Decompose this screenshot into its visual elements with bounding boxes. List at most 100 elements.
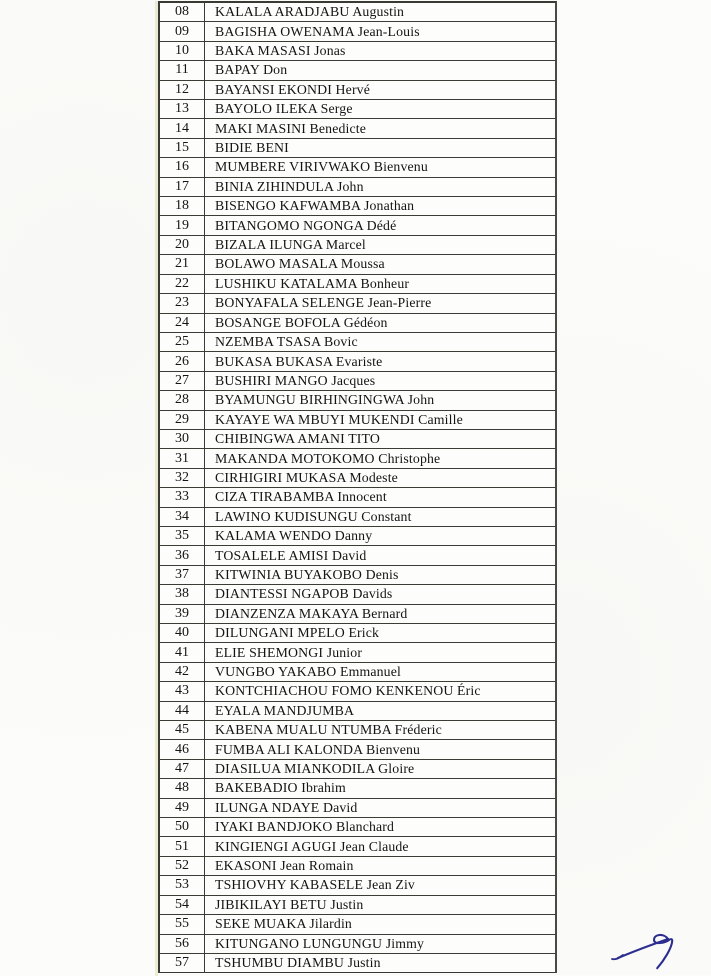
row-number: 16 <box>160 158 205 177</box>
table-row: 16 MUMBERE VIRIVWAKO Bienvenu <box>160 158 555 178</box>
row-name: BITANGOMO NGONGA Dédé <box>215 217 397 233</box>
row-name: KALALA ARADJABU Augustin <box>215 4 405 20</box>
row-number: 54 <box>160 895 205 915</box>
row-name: BAYOLO ILEKA Serge <box>215 101 353 117</box>
table-row: 13 BAYOLO ILEKA Serge <box>160 100 555 120</box>
table-row: 41 ELIE SHEMONGI Junior <box>160 643 555 663</box>
table-row: 43 KONTCHIACHOU FOMO KENKENOU Éric <box>160 682 555 702</box>
signature-loop-tail-stroke <box>652 933 674 970</box>
row-name: BYAMUNGU BIRHINGINGWA John <box>215 392 435 408</box>
row-number: 40 <box>160 624 205 643</box>
table-row: 14 MAKI MASINI Benedicte <box>160 119 555 139</box>
row-number: 25 <box>160 332 205 352</box>
row-name: DILUNGANI MPELO Erick <box>215 625 380 641</box>
table-row: 45 KABENA MUALU NTUMBA Fréderic <box>160 721 555 741</box>
row-name: JIBIKILAYI BETU Justin <box>215 896 364 912</box>
row-number: 29 <box>160 410 205 429</box>
row-name: TSHIOVHY KABASELE Jean Ziv <box>215 877 415 893</box>
signature-ink <box>611 933 674 970</box>
table-row: 36 TOSALELE AMISI David <box>160 546 555 566</box>
row-number: 23 <box>160 294 205 313</box>
row-number: 39 <box>160 604 205 623</box>
row-number: 09 <box>160 22 205 41</box>
table-row: 19 BITANGOMO NGONGA Dédé <box>160 216 555 236</box>
row-name: BIZALA ILUNGA Marcel <box>215 237 366 253</box>
row-name: BAYANSI EKONDI Hervé <box>215 81 371 97</box>
row-name: KITWINIA BUYAKOBO Denis <box>215 566 399 582</box>
row-number: 37 <box>160 565 205 585</box>
table-row: 26 BUKASA BUKASA Evariste <box>160 352 555 372</box>
table-row: 56 KITUNGANO LUNGUNGU Jimmy <box>160 934 555 954</box>
table-row: 51 KINGIENGI AGUGI Jean Claude <box>160 837 555 857</box>
table-row: 27 BUSHIRI MANGO Jacques <box>160 371 555 392</box>
row-number: 50 <box>160 818 205 837</box>
table-row: 24 BOSANGE BOFOLA Gédéon <box>160 313 555 333</box>
row-number: 24 <box>160 313 205 332</box>
row-number: 27 <box>160 371 205 391</box>
row-name: DIANTESSI NGAPOB Davids <box>215 586 393 602</box>
row-name: MAKANDA MOTOKOMO Christophe <box>215 450 441 466</box>
row-number: 51 <box>160 837 205 856</box>
row-number: 47 <box>160 759 205 779</box>
table-row: 48 BAKEBADIO Ibrahim <box>160 779 555 799</box>
row-number: 34 <box>160 507 205 526</box>
row-name: BOSANGE BOFOLA Gédéon <box>215 314 388 330</box>
row-name: EYALA MANDJUMBA <box>215 702 355 718</box>
row-number: 18 <box>160 197 205 216</box>
row-name: BAGISHA OWENAMA Jean-Louis <box>215 23 420 39</box>
row-number: 19 <box>160 216 205 235</box>
table-row: 37 KITWINIA BUYAKOBO Denis <box>160 565 555 586</box>
row-number: 42 <box>160 662 205 682</box>
row-name: BAKA MASASI Jonas <box>215 43 346 59</box>
row-name: CIRHIGIRI MUKASA Modeste <box>215 469 398 485</box>
row-number: 53 <box>160 876 205 895</box>
table-row: 22 LUSHIKU KATALAMA Bonheur <box>160 274 555 295</box>
signature-main-stroke <box>616 937 670 960</box>
row-name: CHIBINGWA AMANI TITO <box>215 431 380 447</box>
table-row: 40 DILUNGANI MPELO Erick <box>160 624 555 644</box>
row-number: 17 <box>160 177 205 197</box>
row-number: 48 <box>160 779 205 798</box>
table-row: 08 KALALA ARADJABU Augustin <box>160 3 555 23</box>
table-row: 09 BAGISHA OWENAMA Jean-Louis <box>160 22 555 42</box>
row-number: 13 <box>160 100 205 119</box>
table-row: 20 BIZALA ILUNGA Marcel <box>160 235 555 256</box>
table-row: 54 JIBIKILAYI BETU Justin <box>160 895 555 916</box>
table-row: 21 BOLAWO MASALA Moussa <box>160 255 555 275</box>
row-name: KINGIENGI AGUGI Jean Claude <box>215 838 409 854</box>
row-name: BUSHIRI MANGO Jacques <box>215 372 376 388</box>
row-name: TOSALELE AMISI David <box>215 547 367 563</box>
row-number: 46 <box>160 740 205 759</box>
row-name: KONTCHIACHOU FOMO KENKENOU Éric <box>215 683 481 699</box>
row-name: CIZA TIRABAMBA Innocent <box>215 489 387 505</box>
table-row: 35 KALAMA WENDO Danny <box>160 526 555 547</box>
row-name: BINIA ZIHINDULA John <box>215 178 364 194</box>
table-row: 46 FUMBA ALI KALONDA Bienvenu <box>160 740 555 760</box>
table-row: 15 BIDIE BENI <box>160 138 555 159</box>
row-number: 14 <box>160 119 205 138</box>
row-number: 56 <box>160 934 205 953</box>
row-name: DIASILUA MIANKODILA Gloire <box>215 761 415 777</box>
name-table-body: 08 KALALA ARADJABU Augustin 09 BAGISHA OWEN… <box>160 3 555 973</box>
row-number: 12 <box>160 80 205 100</box>
row-number: 20 <box>160 235 205 255</box>
row-name: FUMBA ALI KALONDA Bienvenu <box>215 741 421 757</box>
row-number: 32 <box>160 468 205 488</box>
row-number: 38 <box>160 585 205 604</box>
row-name: IYAKI BANDJOKO Blanchard <box>215 819 395 835</box>
row-number: 08 <box>160 3 205 22</box>
table-row: 52 EKASONI Jean Romain <box>160 856 555 877</box>
table-row: 23 BONYAFALA SELENGE Jean-Pierre <box>160 294 555 314</box>
table-row: 18 BISENGO KAFWAMBA Jonathan <box>160 197 555 217</box>
row-name: BIDIE BENI <box>215 140 289 156</box>
row-name: BISENGO KAFWAMBA Jonathan <box>215 198 415 214</box>
row-name: BAPAY Don <box>215 62 288 78</box>
row-name: BAKEBADIO Ibrahim <box>215 780 346 796</box>
row-name: KALAMA WENDO Danny <box>215 528 373 544</box>
row-number: 22 <box>160 274 205 294</box>
row-number: 31 <box>160 449 205 468</box>
table-row: 28 BYAMUNGU BIRHINGINGWA John <box>160 391 555 411</box>
roster-table: 08 KALALA ARADJABU Augustin 09 BAGISHA OWEN… <box>155 1 557 976</box>
row-name: TSHUMBU DIAMBU Justin <box>215 955 381 971</box>
row-name: VUNGBO YAKABO Emmanuel <box>215 664 401 680</box>
